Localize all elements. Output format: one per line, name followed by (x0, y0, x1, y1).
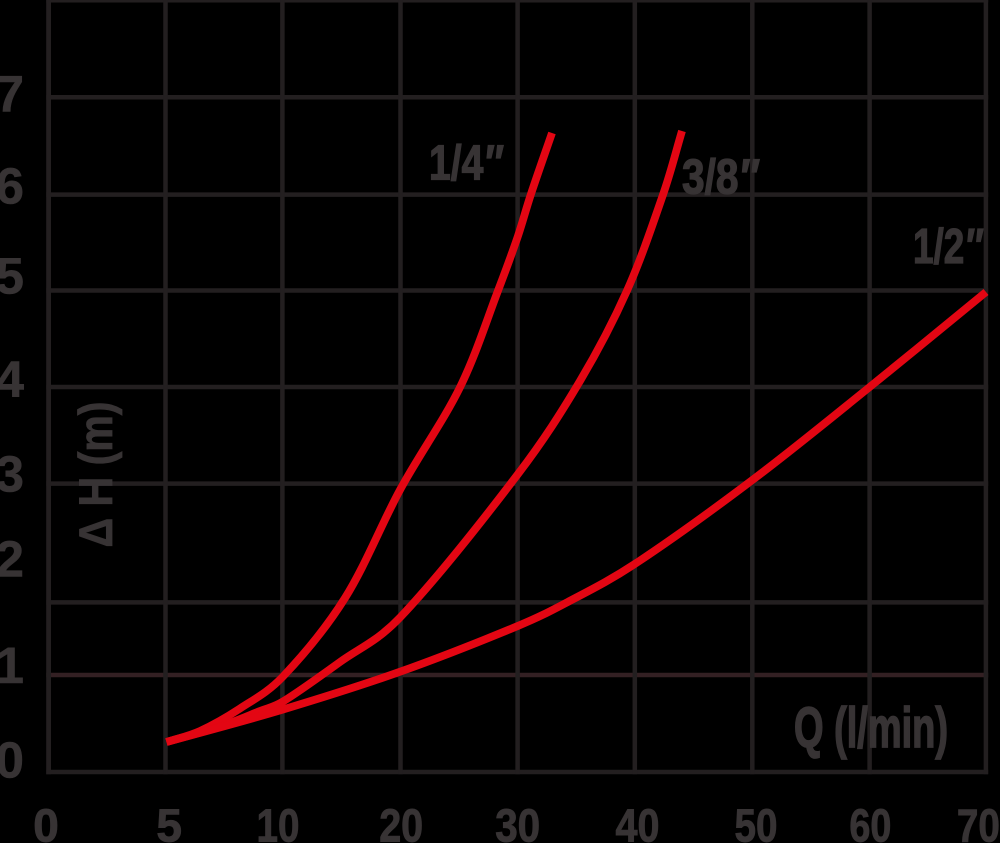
svg-text:4: 4 (0, 350, 25, 407)
svg-text:1: 1 (0, 637, 24, 694)
svg-text:Δ H (m): Δ H (m) (69, 402, 122, 548)
svg-text:20: 20 (379, 800, 423, 843)
svg-text:10: 10 (257, 800, 300, 843)
svg-text:3: 3 (0, 445, 24, 502)
svg-text:5: 5 (0, 248, 24, 305)
svg-text:3/8″: 3/8″ (682, 151, 760, 205)
svg-text:2: 2 (0, 530, 24, 587)
svg-text:6: 6 (0, 158, 24, 215)
svg-text:70: 70 (957, 800, 1000, 843)
svg-text:60: 60 (849, 800, 891, 843)
svg-text:0: 0 (0, 731, 24, 788)
svg-text:Q (l/min): Q (l/min) (794, 696, 948, 760)
svg-text:30: 30 (495, 800, 540, 843)
svg-text:50: 50 (735, 800, 778, 843)
svg-text:5: 5 (156, 800, 182, 843)
svg-text:1/4″: 1/4″ (429, 137, 504, 191)
svg-text:0: 0 (33, 800, 59, 843)
svg-text:1/2″: 1/2″ (913, 220, 984, 274)
svg-text:40: 40 (616, 800, 660, 843)
svg-text:7: 7 (0, 66, 24, 123)
